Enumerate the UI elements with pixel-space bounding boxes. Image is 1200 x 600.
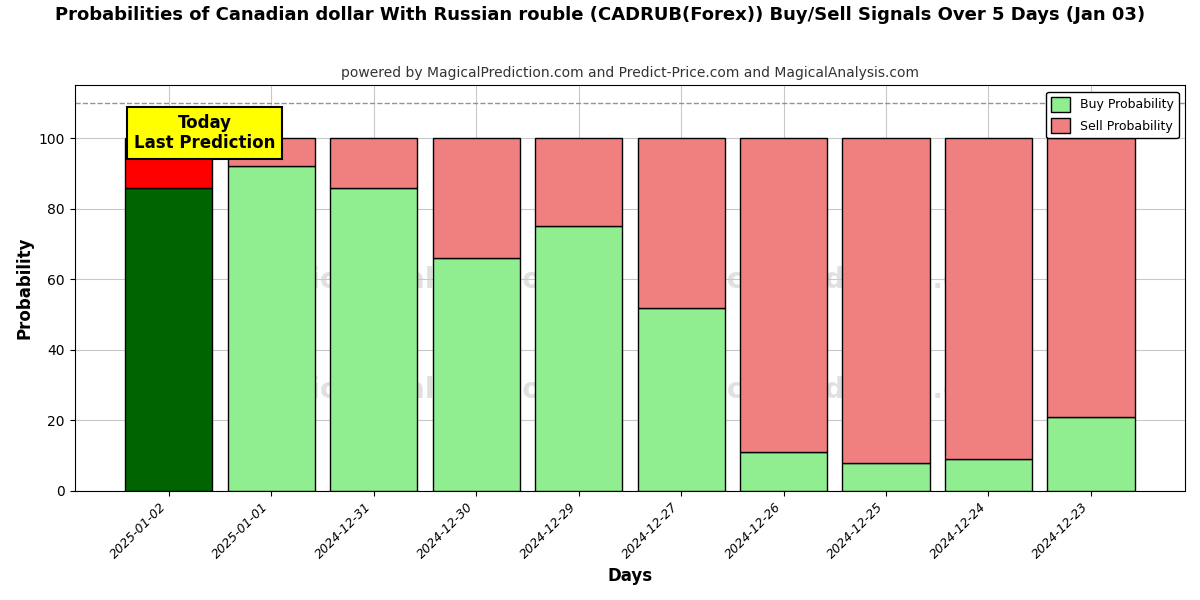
Bar xyxy=(330,188,418,491)
Legend: Buy Probability, Sell Probability: Buy Probability, Sell Probability xyxy=(1046,92,1178,139)
Bar xyxy=(740,138,827,452)
Bar xyxy=(432,138,520,258)
Bar xyxy=(535,138,622,226)
Text: Probabilities of Canadian dollar With Russian rouble (CADRUB(Forex)) Buy/Sell Si: Probabilities of Canadian dollar With Ru… xyxy=(55,6,1145,24)
Bar xyxy=(535,226,622,491)
Bar xyxy=(944,459,1032,491)
X-axis label: Days: Days xyxy=(607,567,653,585)
Bar xyxy=(944,138,1032,459)
Bar xyxy=(228,166,314,491)
Bar xyxy=(125,188,212,491)
Text: MagicalAnalysis.com: MagicalAnalysis.com xyxy=(245,266,571,294)
Text: MagicalAnalysis.com: MagicalAnalysis.com xyxy=(245,376,571,404)
Bar xyxy=(1048,138,1134,417)
Text: Today
Last Prediction: Today Last Prediction xyxy=(134,113,275,152)
Text: MagicalPrediction.com: MagicalPrediction.com xyxy=(652,266,1008,294)
Bar xyxy=(432,258,520,491)
Title: powered by MagicalPrediction.com and Predict-Price.com and MagicalAnalysis.com: powered by MagicalPrediction.com and Pre… xyxy=(341,66,919,80)
Y-axis label: Probability: Probability xyxy=(16,237,34,340)
Bar xyxy=(1048,417,1134,491)
Bar xyxy=(637,138,725,308)
Bar xyxy=(740,452,827,491)
Bar xyxy=(637,308,725,491)
Bar xyxy=(842,463,930,491)
Text: MagicalPrediction.com: MagicalPrediction.com xyxy=(652,376,1008,404)
Bar xyxy=(842,138,930,463)
Bar xyxy=(330,138,418,188)
Bar xyxy=(125,138,212,188)
Bar xyxy=(228,138,314,166)
